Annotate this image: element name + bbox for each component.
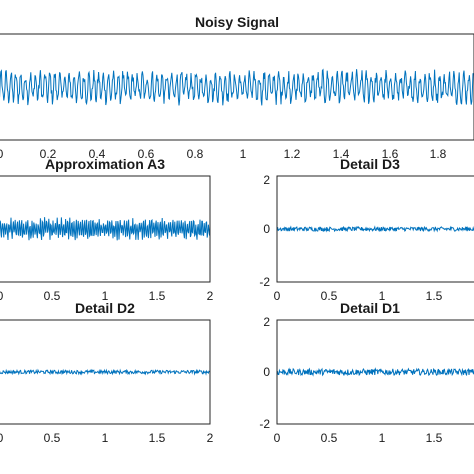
x-tick-label: 0 [0, 147, 4, 161]
panel-approximation-a3: Approximation A3 0 0.5 1 1.5 2 [0, 156, 214, 303]
x-tick-label: 0.5 [321, 431, 338, 445]
x-tick-label: 0.2 [40, 147, 57, 161]
x-tick-label: 0.5 [44, 431, 61, 445]
y-tick-label: 2 [263, 315, 270, 329]
plot-area [0, 217, 210, 241]
y-ticks: 2 0 -2 [259, 173, 270, 289]
x-tick-label: 0 [274, 431, 281, 445]
x-tick-label: 0.5 [321, 289, 338, 303]
panel-detail-d3: Detail D3 0 0.5 1 1.5 2 0 -2 [259, 156, 474, 303]
panel-title: Detail D2 [75, 300, 135, 316]
plot-area [277, 367, 474, 377]
y-tick-label: 0 [263, 365, 270, 379]
y-tick-label: 2 [263, 173, 270, 187]
x-tick-label: 1.8 [430, 147, 447, 161]
x-tick-label: 1.6 [382, 147, 399, 161]
panel-detail-d2: Detail D2 0 0.5 1 1.5 2 [0, 300, 214, 445]
y-ticks: 2 0 -2 [259, 315, 270, 431]
x-tick-label: 1 [102, 431, 109, 445]
series-line [0, 368, 210, 376]
x-tick-label: 1.5 [149, 289, 166, 303]
x-tick-label: 1.5 [426, 289, 443, 303]
x-tick-label: 1 [379, 431, 386, 445]
x-tick-label: 0.5 [44, 289, 61, 303]
x-tick-label: 1.5 [426, 431, 443, 445]
series-line [277, 367, 474, 377]
x-tick-label: 0 [0, 431, 4, 445]
axes-box [276, 175, 474, 283]
x-tick-label: 0 [0, 289, 4, 303]
x-tick-label: 1 [379, 289, 386, 303]
x-tick-label: 2 [207, 289, 214, 303]
x-tick-label: 1 [102, 289, 109, 303]
x-tick-label: 0.4 [89, 147, 106, 161]
x-tick-label: 1.2 [284, 147, 301, 161]
y-tick-label: -2 [259, 275, 270, 289]
x-tick-label: 1.5 [149, 431, 166, 445]
x-ticks: 0 0.5 1 1.5 2 [0, 289, 214, 303]
series-line [0, 217, 210, 241]
axes-box [276, 319, 474, 425]
plot-area [277, 225, 474, 233]
x-ticks: 0 0.5 1 1.5 2 [0, 431, 214, 445]
x-tick-label: 1 [240, 147, 247, 161]
x-tick-label: 0.8 [187, 147, 204, 161]
series-line [0, 68, 474, 106]
panel-noisy-signal: Noisy Signal 0 0.2 0.4 0.6 0.8 1 1.2 1.4… [0, 14, 474, 161]
panel-title: Detail D1 [340, 300, 400, 316]
panel-detail-d1: Detail D1 0 0.5 1 1.5 2 0 -2 [259, 300, 474, 445]
x-ticks: 0 0.5 1 1.5 [274, 289, 443, 303]
axes-box [0, 319, 211, 425]
x-ticks: 0 0.2 0.4 0.6 0.8 1 1.2 1.4 1.6 1.8 [0, 147, 447, 161]
series-line [277, 225, 474, 233]
y-tick-label: -2 [259, 417, 270, 431]
axes-box [0, 33, 474, 141]
x-ticks: 0 0.5 1 1.5 [274, 431, 443, 445]
x-tick-label: 1.4 [333, 147, 350, 161]
plot-area [0, 68, 474, 106]
panel-title: Detail D3 [340, 156, 400, 172]
plot-area [0, 368, 210, 376]
x-tick-label: 0 [274, 289, 281, 303]
panel-title: Noisy Signal [195, 14, 279, 30]
panel-title: Approximation A3 [45, 156, 165, 172]
y-tick-label: 0 [263, 222, 270, 236]
x-tick-label: 0.6 [138, 147, 155, 161]
x-tick-label: 2 [207, 431, 214, 445]
axes-box [0, 175, 211, 283]
